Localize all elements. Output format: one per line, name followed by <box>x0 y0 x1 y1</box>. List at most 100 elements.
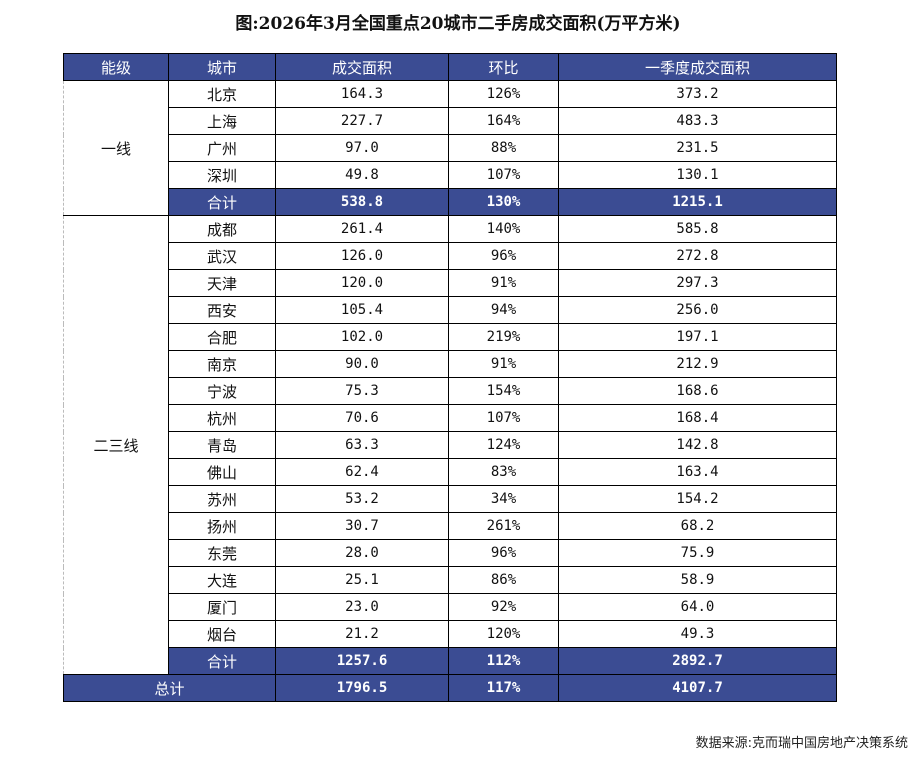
subtotal-mom: 130% <box>448 188 559 216</box>
total-mom: 117% <box>448 674 559 702</box>
city-name: 合肥 <box>168 323 276 351</box>
city-name: 烟台 <box>168 620 276 648</box>
page-title: 图:2026年3月全国重点20城市二手房成交面积(万平方米) <box>235 14 681 34</box>
table-row: 苏州 53.2 34% 154.2 <box>64 485 837 513</box>
subtotal-q1: 2892.7 <box>558 647 837 675</box>
q1-area: 272.8 <box>558 242 837 270</box>
transaction-area: 126.0 <box>275 242 449 270</box>
table-row: 烟台 21.2 120% 49.3 <box>64 620 837 648</box>
transaction-area: 120.0 <box>275 269 449 297</box>
table-row: 青岛 63.3 124% 142.8 <box>64 431 837 459</box>
q1-area: 297.3 <box>558 269 837 297</box>
total-area: 1796.5 <box>275 674 449 702</box>
q1-area: 256.0 <box>558 296 837 324</box>
city-name: 佛山 <box>168 458 276 486</box>
transaction-area: 97.0 <box>275 134 449 162</box>
city-name: 武汉 <box>168 242 276 270</box>
tier-label: 二三线 <box>63 215 169 675</box>
header-tier: 能级 <box>63 53 169 81</box>
table-row: 扬州 30.7 261% 68.2 <box>64 512 837 540</box>
transaction-area: 105.4 <box>275 296 449 324</box>
table-row: 南京 90.0 91% 212.9 <box>64 350 837 378</box>
subtotal-q1: 1215.1 <box>558 188 837 216</box>
q1-area: 68.2 <box>558 512 837 540</box>
month-over-month: 164% <box>448 107 559 135</box>
table-row: 佛山 62.4 83% 163.4 <box>64 458 837 486</box>
transaction-area: 23.0 <box>275 593 449 621</box>
table-row: 西安 105.4 94% 256.0 <box>64 296 837 324</box>
table-row: 东莞 28.0 96% 75.9 <box>64 539 837 567</box>
q1-area: 197.1 <box>558 323 837 351</box>
q1-area: 64.0 <box>558 593 837 621</box>
table-row: 一线 北京 164.3 126% 373.2 <box>63 80 837 216</box>
city-name: 深圳 <box>168 161 276 189</box>
transaction-area: 21.2 <box>275 620 449 648</box>
month-over-month: 96% <box>448 242 559 270</box>
month-over-month: 96% <box>448 539 559 567</box>
table-row: 上海 227.7 164% 483.3 <box>64 107 837 135</box>
q1-area: 154.2 <box>558 485 837 513</box>
q1-area: 373.2 <box>558 80 837 108</box>
city-name: 南京 <box>168 350 276 378</box>
subtotal-area: 1257.6 <box>275 647 449 675</box>
city-name: 成都 <box>168 215 276 243</box>
q1-area: 130.1 <box>558 161 837 189</box>
month-over-month: 86% <box>448 566 559 594</box>
table-row: 厦门 23.0 92% 64.0 <box>64 593 837 621</box>
header-q1: 一季度成交面积 <box>558 53 837 81</box>
transaction-area: 49.8 <box>275 161 449 189</box>
header-area: 成交面积 <box>275 53 449 81</box>
header-row: 能级 城市 成交面积 环比 一季度成交面积 <box>63 53 837 81</box>
subtotal-mom: 112% <box>448 647 559 675</box>
q1-area: 142.8 <box>558 431 837 459</box>
q1-area: 212.9 <box>558 350 837 378</box>
month-over-month: 124% <box>448 431 559 459</box>
city-name: 西安 <box>168 296 276 324</box>
transaction-area: 70.6 <box>275 404 449 432</box>
transaction-area: 164.3 <box>275 80 449 108</box>
month-over-month: 107% <box>448 161 559 189</box>
q1-area: 163.4 <box>558 458 837 486</box>
month-over-month: 91% <box>448 269 559 297</box>
data-table: 能级 城市 成交面积 环比 一季度成交面积 一线 北京 164.3 126% 373.2… <box>63 53 837 702</box>
month-over-month: 107% <box>448 404 559 432</box>
table-row: 杭州 70.6 107% 168.4 <box>64 404 837 432</box>
transaction-area: 90.0 <box>275 350 449 378</box>
month-over-month: 91% <box>448 350 559 378</box>
transaction-area: 75.3 <box>275 377 449 405</box>
grand-total-row: 总计 1796.5 117% 4107.7 <box>63 674 837 702</box>
city-name: 苏州 <box>168 485 276 513</box>
data-source-note: 数据来源:克而瑞中国房地产决策系统 <box>695 736 908 751</box>
city-name: 广州 <box>168 134 276 162</box>
month-over-month: 219% <box>448 323 559 351</box>
month-over-month: 261% <box>448 512 559 540</box>
subtotal-area: 538.8 <box>275 188 449 216</box>
month-over-month: 34% <box>448 485 559 513</box>
tier-label: 一线 <box>63 80 169 216</box>
transaction-area: 102.0 <box>275 323 449 351</box>
transaction-area: 62.4 <box>275 458 449 486</box>
subtotal-row: 合计 1257.6 112% 2892.7 <box>64 647 837 675</box>
month-over-month: 154% <box>448 377 559 405</box>
q1-area: 58.9 <box>558 566 837 594</box>
month-over-month: 92% <box>448 593 559 621</box>
city-name: 大连 <box>168 566 276 594</box>
table-row: 二三线 成都 261.4 140% 585.8 <box>63 215 837 675</box>
city-name: 东莞 <box>168 539 276 567</box>
q1-area: 49.3 <box>558 620 837 648</box>
month-over-month: 88% <box>448 134 559 162</box>
q1-area: 75.9 <box>558 539 837 567</box>
month-over-month: 83% <box>448 458 559 486</box>
subtotal-label: 合计 <box>168 647 276 675</box>
q1-area: 168.4 <box>558 404 837 432</box>
table-row: 武汉 126.0 96% 272.8 <box>64 242 837 270</box>
q1-area: 168.6 <box>558 377 837 405</box>
table-row: 广州 97.0 88% 231.5 <box>64 134 837 162</box>
transaction-area: 227.7 <box>275 107 449 135</box>
total-label: 总计 <box>63 674 276 702</box>
city-name: 杭州 <box>168 404 276 432</box>
month-over-month: 126% <box>448 80 559 108</box>
total-q1: 4107.7 <box>558 674 837 702</box>
header-mom: 环比 <box>448 53 559 81</box>
q1-area: 585.8 <box>558 215 837 243</box>
